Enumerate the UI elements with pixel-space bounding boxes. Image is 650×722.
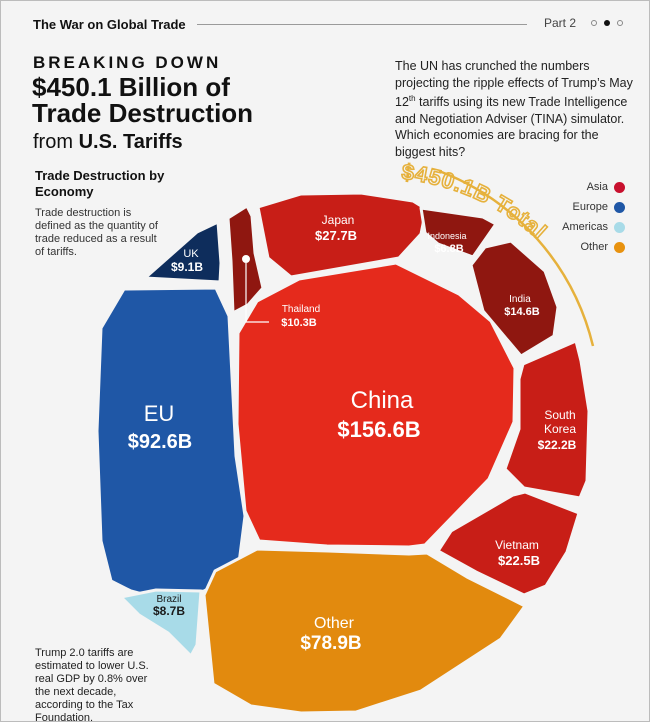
label-southkorea-name-part-2: Korea — [544, 422, 576, 436]
part-label: Part 2 — [544, 16, 577, 30]
label-thailand-value: $10.3B — [281, 317, 317, 329]
cell-china[interactable] — [235, 261, 517, 549]
label-japan-name: Japan — [322, 213, 355, 227]
intro-text-1: The UN has crunched the numbers projecti… — [395, 59, 633, 110]
label-other-name: Other — [314, 615, 355, 632]
headline-sub-main: U.S. Tariffs — [78, 131, 183, 153]
label-japan-value: $27.7B — [315, 228, 357, 243]
cell-brazil[interactable] — [119, 588, 203, 658]
label-thailand-name: Thailand — [282, 304, 320, 315]
cell-vietnam[interactable] — [436, 490, 581, 597]
headline-title: $450.1 Billion of Trade Destruction — [32, 74, 372, 126]
legend-dot-europe-icon — [614, 201, 625, 213]
label-eu-name: EU — [144, 401, 175, 426]
label-other-value: $78.9B — [300, 633, 361, 654]
legend-label-europe: Europe — [572, 201, 608, 213]
series-title: The War on Global Trade — [33, 17, 186, 32]
intro-superscript: th — [408, 94, 416, 103]
legend-label-asia: Asia — [586, 181, 608, 193]
label-vietnam-name: Vietnam — [495, 538, 539, 552]
label-southkorea-value: $22.2B — [538, 438, 577, 452]
label-uk-value: $9.1B — [171, 260, 203, 274]
legend-item-europe[interactable]: Europe — [562, 197, 625, 217]
legend-item-americas[interactable]: Americas — [562, 217, 625, 237]
label-vietnam-value: $22.5B — [498, 553, 540, 568]
cell-indonesia[interactable] — [419, 206, 498, 259]
intro-text-2: tariffs using its new Trade Intelligence… — [395, 95, 628, 159]
legend-label-americas: Americas — [562, 221, 608, 233]
legend-dot-americas-icon — [614, 221, 625, 233]
thailand-callout-line — [245, 263, 269, 323]
intro-paragraph: The UN has crunched the numbers projecti… — [395, 58, 635, 160]
legend-item-other[interactable]: Other — [562, 237, 625, 257]
label-southkorea-name-part-1: South — [544, 408, 575, 422]
headline-subtitle: from U.S. Tariffs — [33, 131, 183, 154]
cell-southkorea[interactable] — [503, 339, 591, 500]
label-southkorea-name-1: South Korea — [544, 408, 576, 436]
headline-line-2: Trade Destruction — [32, 98, 254, 128]
headline-line-1: $450.1 Billion of — [32, 72, 230, 102]
label-india-value: $14.6B — [504, 306, 540, 318]
region-legend: Asia Europe Americas Other — [562, 177, 625, 257]
chart-description: Trade destruction is defined as the quan… — [35, 207, 158, 258]
footnote: Trump 2.0 tariffs are estimated to lower… — [35, 647, 149, 722]
label-brazil-name: Brazil — [156, 594, 181, 605]
label-brazil-value: $8.7B — [153, 604, 185, 618]
label-china-name: China — [351, 387, 414, 414]
page-dot-2-icon[interactable] — [604, 20, 610, 26]
headline-sub-prefix: from — [33, 131, 73, 153]
cell-uk[interactable] — [143, 220, 223, 284]
headline-eyebrow: BREAKING DOWN — [33, 53, 222, 72]
label-indonesia-value: $6.8B — [434, 243, 463, 255]
label-indonesia-name: Indonesia — [427, 231, 466, 241]
label-eu-value: $92.6B — [128, 431, 193, 453]
page-dot-1-icon[interactable] — [591, 20, 597, 26]
label-china-value: $156.6B — [337, 417, 420, 442]
label-uk-name: UK — [183, 248, 199, 260]
legend-dot-other-icon — [614, 241, 625, 253]
header-divider — [197, 24, 527, 25]
cell-other[interactable] — [202, 547, 527, 715]
label-india-name: India — [509, 294, 531, 305]
thailand-callout-dot-icon — [242, 255, 250, 263]
legend-label-other: Other — [580, 241, 608, 253]
chart-subheading: Trade Destruction by Economy — [35, 168, 165, 199]
legend-item-asia[interactable]: Asia — [562, 177, 625, 197]
page-dot-3-icon[interactable] — [617, 20, 623, 26]
cell-india[interactable] — [469, 239, 560, 358]
legend-dot-asia-icon — [614, 181, 625, 193]
total-arc — [438, 169, 595, 347]
